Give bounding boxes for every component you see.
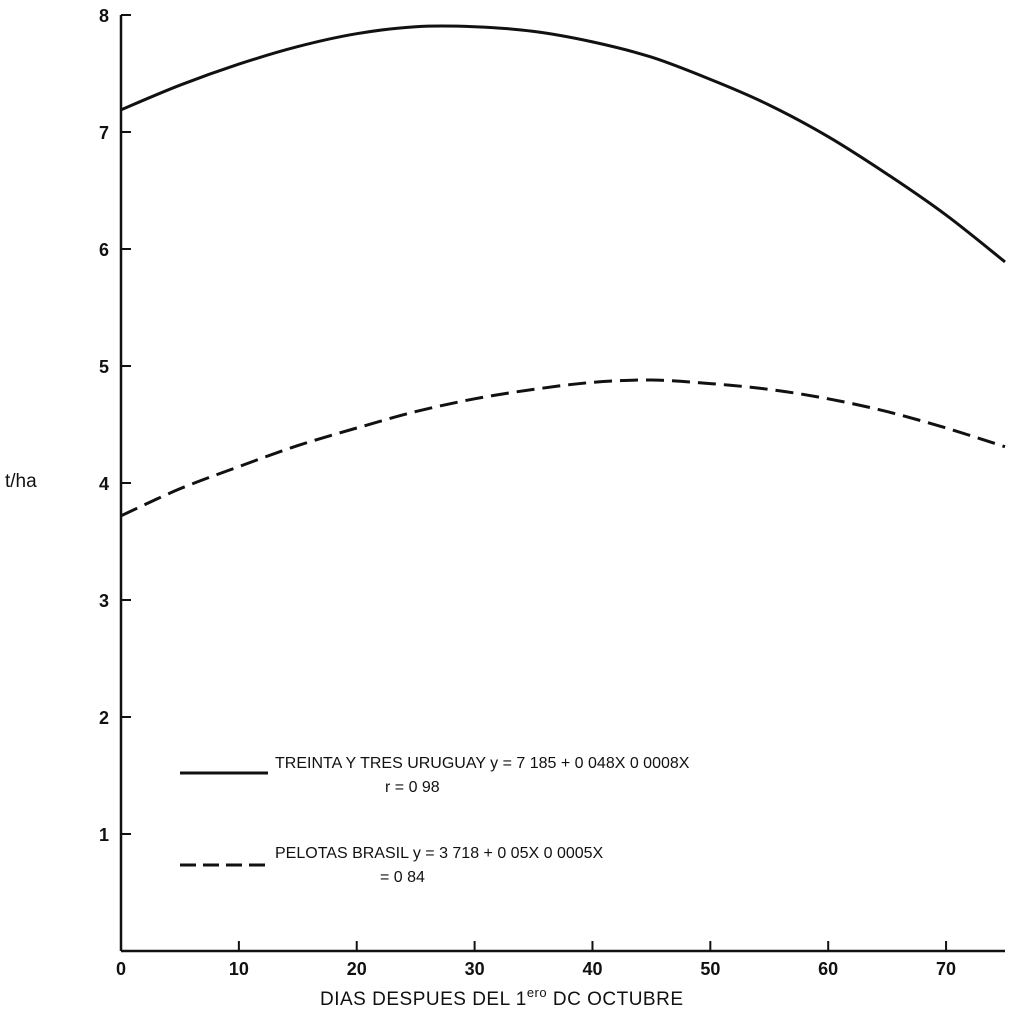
y-tick-label: 4 xyxy=(99,474,109,494)
axes xyxy=(119,15,1005,953)
y-tick-label: 1 xyxy=(99,825,109,845)
x-tick-label: 20 xyxy=(347,959,367,979)
legend-entry-1-line1: TREINTA Y TRES URUGUAY y = 7 185 + 0 048… xyxy=(275,755,690,772)
x-tick-label: 70 xyxy=(936,959,956,979)
y-axis-label: t/ha xyxy=(5,471,37,492)
x-tick-label: 10 xyxy=(229,959,249,979)
y-tick-label: 5 xyxy=(99,357,109,377)
x-tick-label: 30 xyxy=(465,959,485,979)
series-line-1 xyxy=(120,24,1006,264)
x-tick-label: 40 xyxy=(582,959,602,979)
x-axis-label-main: DIAS DESPUES DEL 1 xyxy=(320,989,527,1010)
legend: TREINTA Y TRES URUGUAY y = 7 185 + 0 048… xyxy=(180,755,690,886)
y-tick-label: 2 xyxy=(99,708,109,728)
y-tick-label: 7 xyxy=(99,123,109,143)
x-tick-label: 50 xyxy=(700,959,720,979)
x-axis-label-rest: DC OCTUBRE xyxy=(547,989,683,1010)
series-group xyxy=(120,24,1006,518)
x-axis-label-sup: ero xyxy=(527,985,547,1000)
x-tick-label: 60 xyxy=(818,959,838,979)
x-tick-label: 0 xyxy=(116,959,126,979)
legend-entry-2-line1: PELOTAS BRASIL y = 3 718 + 0 05X 0 0005X xyxy=(275,845,604,862)
x-axis-label: DIAS DESPUES DEL 1ero DC OCTUBRE xyxy=(320,985,684,1010)
legend-entry-2-line2: = 0 84 xyxy=(380,869,425,886)
y-tick-label: 6 xyxy=(99,240,109,260)
series-line-2 xyxy=(120,378,1006,518)
legend-entry-1-line2: r = 0 98 xyxy=(385,779,440,796)
ticks: 1 2 3 4 5 6 7 8 0 10 20 30 40 50 60 70 xyxy=(99,6,956,979)
y-tick-label: 3 xyxy=(99,591,109,611)
y-tick-label: 8 xyxy=(99,6,109,26)
